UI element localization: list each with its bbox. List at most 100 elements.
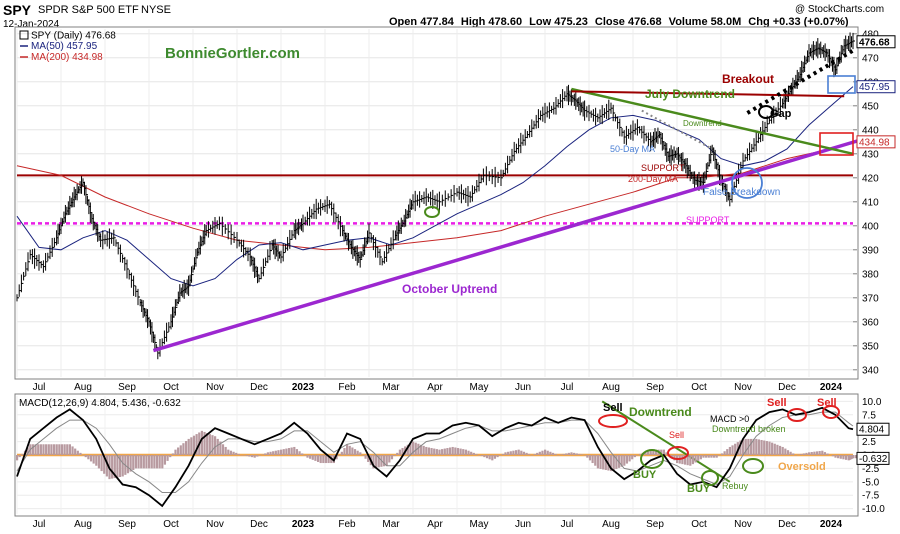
macd-histogram-bar bbox=[290, 447, 293, 455]
macd-histogram-bar bbox=[250, 455, 254, 458]
macd-histogram-bar bbox=[425, 446, 428, 455]
macd-histogram-bar bbox=[256, 455, 259, 457]
macd-histogram-bar bbox=[686, 455, 689, 466]
ma200-line bbox=[16, 141, 854, 251]
macd-histogram-bar bbox=[258, 455, 262, 456]
macd-histogram-bar bbox=[306, 455, 309, 458]
macd-histogram-bar bbox=[203, 431, 206, 455]
volume-value: 58.0M bbox=[710, 16, 742, 28]
macd-histogram-bar bbox=[517, 449, 520, 455]
macd-histogram-bar bbox=[744, 438, 747, 455]
price-tick-label: 450 bbox=[862, 101, 879, 112]
macd-histogram-bar bbox=[412, 441, 415, 455]
source-credit: @ StockCharts.com bbox=[795, 4, 885, 15]
macd-histogram-bar bbox=[111, 455, 114, 479]
macd-histogram-bar bbox=[390, 455, 394, 460]
macd-histogram-bar bbox=[285, 448, 288, 455]
macd-histogram-bar bbox=[681, 455, 684, 465]
macd-histogram-bar bbox=[322, 455, 325, 464]
macd-histogram-bar bbox=[483, 455, 486, 458]
macd-histogram-bar bbox=[200, 430, 203, 455]
macd-histogram-bar bbox=[541, 450, 544, 455]
macd-histogram-bar bbox=[575, 453, 578, 455]
time-tick-label: Nov bbox=[206, 382, 224, 393]
time-tick-label-macd: 2024 bbox=[820, 519, 843, 530]
breakout-label: Breakout bbox=[722, 72, 774, 86]
macd-histogram-bar bbox=[734, 443, 737, 455]
macd-tick-label: -5.0 bbox=[862, 477, 880, 488]
macd-histogram-bar bbox=[134, 455, 137, 469]
macd-histogram-bar bbox=[699, 455, 702, 460]
macd-histogram-bar bbox=[66, 444, 69, 455]
macd-histogram-bar bbox=[459, 448, 462, 455]
legend: SPY (Daily) 476.68 MA(50) 457.95 MA(200)… bbox=[19, 30, 116, 63]
macd-layer bbox=[16, 406, 865, 508]
price-tick-label: 370 bbox=[862, 293, 879, 304]
macd-histogram-bar bbox=[536, 452, 539, 455]
time-tick-label-macd: Dec bbox=[778, 519, 796, 530]
macd-histogram-bar bbox=[97, 455, 101, 469]
false-breakdown-label: False Breakdown bbox=[703, 187, 780, 198]
price-tick-label: 380 bbox=[862, 269, 879, 280]
macd-histogram-bar bbox=[409, 443, 412, 455]
time-tick-label-macd: Mar bbox=[382, 519, 400, 530]
macd-gt0-label: MACD >0 bbox=[710, 414, 749, 424]
macd-tick-label: 7.5 bbox=[862, 410, 876, 421]
time-tick-label-macd: Sep bbox=[118, 519, 136, 530]
macd-histogram-bar bbox=[702, 455, 705, 458]
symbol: SPY bbox=[3, 2, 32, 18]
april-breakout-marker bbox=[424, 206, 440, 218]
time-tick-label-macd: Jun bbox=[515, 519, 531, 530]
macd-histogram-bar bbox=[499, 455, 502, 456]
macd-histogram-bar bbox=[385, 455, 388, 466]
macd-histogram-bar bbox=[636, 455, 639, 456]
macd-histogram-bar bbox=[797, 454, 800, 455]
low-label: Low bbox=[529, 16, 552, 28]
macd-histogram-bar bbox=[594, 455, 597, 466]
support-label: SUPPORT bbox=[641, 163, 685, 173]
macd-tick-label: -7.5 bbox=[862, 491, 880, 502]
macd-histogram-bar bbox=[74, 448, 77, 455]
october-uptrend-line bbox=[152, 135, 872, 353]
macd-histogram-bar bbox=[419, 444, 423, 455]
macd-histogram-bar bbox=[211, 435, 214, 455]
macd-histogram-bar bbox=[179, 445, 182, 455]
macd-histogram-bar bbox=[604, 455, 607, 471]
time-tick-label-macd: Nov bbox=[734, 519, 752, 530]
macd-histogram-bar bbox=[778, 445, 782, 455]
macd-histogram-bar bbox=[295, 449, 299, 455]
macd-histogram-bar bbox=[39, 444, 42, 455]
macd-histogram-bar bbox=[454, 447, 457, 455]
macd-histogram-bar bbox=[240, 455, 243, 456]
macd-tick-label: 10.0 bbox=[862, 397, 882, 408]
legend-ma200: MA(200) 434.98 bbox=[31, 52, 103, 63]
macd-histogram-bar bbox=[509, 451, 512, 455]
time-tick-label: 2023 bbox=[292, 382, 315, 393]
macd-histogram-bar bbox=[343, 448, 346, 455]
macd-histogram-bar bbox=[557, 455, 560, 456]
macd-histogram-bar bbox=[749, 438, 753, 455]
macd-histogram-bar bbox=[573, 452, 576, 455]
macd-histogram-bar bbox=[475, 453, 478, 455]
time-tick-label: Dec bbox=[250, 382, 268, 393]
macd-histogram-bar bbox=[578, 453, 581, 455]
ma50-label: 50-Day MA bbox=[610, 144, 655, 154]
macd-histogram-bar bbox=[100, 455, 103, 472]
time-tick-label: Oct bbox=[163, 382, 179, 393]
macd-histogram-bar bbox=[427, 447, 431, 455]
macd-histogram-bar bbox=[755, 438, 758, 455]
macd-histogram-bar bbox=[121, 455, 124, 477]
macd-histogram-bar bbox=[580, 454, 584, 455]
time-tick-label: Sep bbox=[646, 382, 664, 393]
macd-histogram-bar bbox=[280, 449, 283, 455]
macd-histogram-bar bbox=[113, 455, 116, 479]
macd-histogram-bar bbox=[501, 453, 504, 455]
july-downtrend-label: July Downtrend bbox=[645, 87, 735, 101]
macd-histogram-bar bbox=[245, 455, 248, 457]
macd-histogram-bar bbox=[269, 451, 272, 455]
macd-histogram-bar bbox=[142, 455, 145, 469]
red-box-marker bbox=[819, 132, 854, 156]
time-tick-label: Jun bbox=[515, 382, 531, 393]
macd-tick-label: 2.5 bbox=[862, 437, 876, 448]
macd-histogram-bar bbox=[237, 453, 240, 455]
